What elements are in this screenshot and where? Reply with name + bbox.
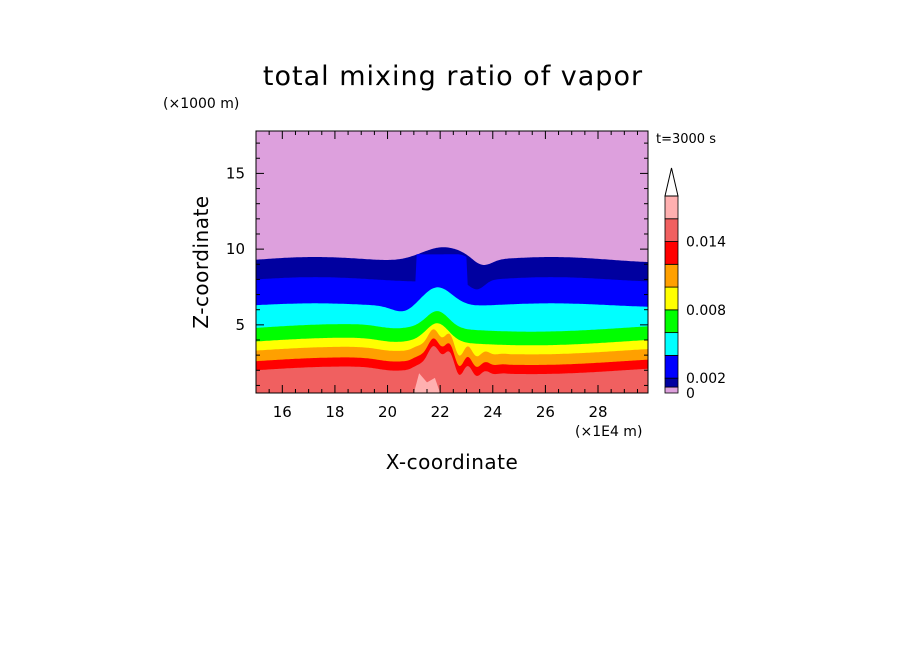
y-tick-label: 15 <box>226 164 245 182</box>
colorbar-band-1 <box>664 377 679 388</box>
contour-band-peak <box>413 373 441 393</box>
colorbar-band-3 <box>664 332 679 356</box>
colorbar-tick-label: 0.008 <box>686 303 726 319</box>
contour-fills <box>256 131 648 393</box>
y-axis-label: Z-coordinate <box>189 195 213 328</box>
colorbar-band-5 <box>664 286 679 311</box>
colorbar-band-6 <box>664 263 679 288</box>
colorbar: 00.002 0.008 0.014 <box>664 167 726 402</box>
colorbar-band-0 <box>664 386 679 394</box>
colorbar-tick-label: 0.002 <box>686 371 726 387</box>
y-tick-label: 5 <box>235 316 245 334</box>
time-label: t=3000 s <box>656 132 716 147</box>
x-tick-label: 16 <box>273 403 292 421</box>
plot-frame <box>255 130 649 394</box>
colorbar-tick-label: 0.014 <box>686 235 726 251</box>
x-tick-label: 28 <box>588 403 607 421</box>
y-unit-label: (×1000 m) <box>163 96 239 112</box>
x-unit-label: (×1E4 m) <box>575 424 642 440</box>
colorbar-extend-arrow <box>664 167 679 197</box>
colorbar-band-7 <box>664 241 679 265</box>
x-axis-label: X-coordinate <box>386 450 519 474</box>
colorbar-band-2 <box>664 354 679 379</box>
chart-title: total mixing ratio of vapor <box>263 61 643 92</box>
x-tick-label: 18 <box>325 403 344 421</box>
y-tick-labels: 5 10 15 <box>226 164 245 333</box>
colorbar-band-8 <box>664 218 679 242</box>
colorbar-band-9 <box>664 195 679 220</box>
y-tick-label: 10 <box>226 240 245 258</box>
x-tick-label: 20 <box>378 403 397 421</box>
x-tick-label: 24 <box>483 403 502 421</box>
x-tick-label: 22 <box>431 403 450 421</box>
colorbar-tick-label: 0 <box>686 386 695 402</box>
x-tick-labels: 16 18 20 22 24 26 28 <box>273 403 608 421</box>
x-tick-label: 26 <box>536 403 555 421</box>
axis-ticks <box>255 131 648 393</box>
contour-band-8 <box>256 346 648 393</box>
colorbar-band-4 <box>664 309 679 334</box>
